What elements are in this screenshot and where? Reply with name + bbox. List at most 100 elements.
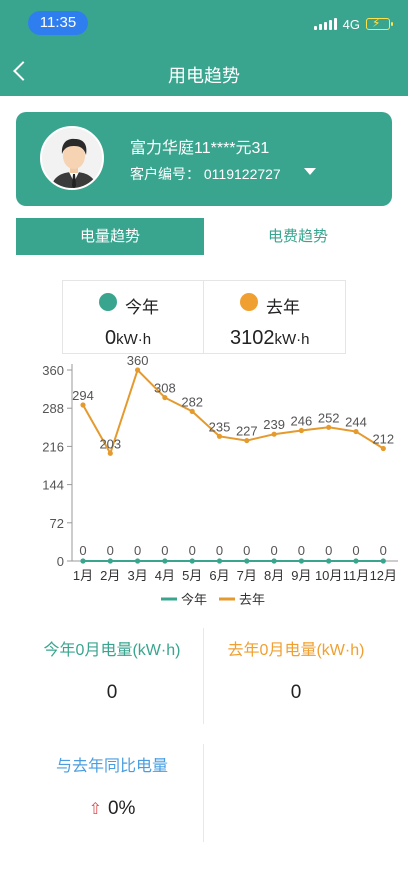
data-point [135, 558, 141, 564]
summary-legend: 今年 0kW·h 去年 3102kW·h [62, 280, 346, 354]
data-point [107, 450, 113, 456]
last-year-total: 3102kW·h [230, 327, 310, 349]
data-label: 360 [127, 356, 149, 368]
data-point [271, 431, 277, 437]
battery-icon: ⚡ [366, 16, 393, 30]
data-point [189, 408, 195, 414]
data-point [80, 558, 86, 564]
x-tick-label: 11月 [343, 568, 370, 583]
data-label: 246 [291, 413, 313, 428]
data-label: 282 [181, 394, 203, 409]
legend-last-year-label: 去年 [239, 592, 265, 607]
data-point [380, 445, 386, 452]
data-label: 0 [161, 543, 168, 558]
legend-last-year: 去年 3102kW·h [204, 281, 345, 353]
customer-card[interactable]: 富力华庭11****元31 客户编号： 0119122727 [16, 112, 392, 206]
customer-name: 富力华庭11****元31 [130, 140, 270, 157]
avatar [40, 126, 104, 190]
data-label: 252 [318, 410, 340, 425]
x-tick-label: 12月 [370, 568, 397, 583]
data-label: 0 [352, 543, 359, 558]
stat-divider [203, 628, 204, 724]
customer-number: 客户编号： 0119122727 [130, 164, 281, 184]
data-point [216, 433, 223, 439]
data-label: 203 [99, 436, 121, 451]
legend-this-year-label: 今年 [181, 592, 207, 607]
customer-number-label: 客户编号： [130, 166, 200, 182]
this-month-value: 0 [106, 682, 118, 703]
this-month-label: 今年0月电量(kW·h) [43, 642, 181, 659]
data-point [216, 558, 223, 564]
yoy-value-row: ⇧ 0% [30, 798, 194, 820]
this-year-total: 0kW·h [105, 327, 152, 349]
status-icons: 4G ⚡ [313, 14, 393, 34]
x-tick-label: 9月 [291, 568, 311, 583]
x-tick-label: 7月 [237, 568, 257, 583]
y-tick-label: 72 [50, 516, 64, 531]
x-tick-label: 8月 [264, 568, 284, 583]
last-year-label: 去年 [266, 298, 300, 317]
data-point [353, 428, 359, 435]
this-year-label: 今年 [125, 298, 159, 317]
y-tick-label: 0 [57, 554, 64, 569]
y-tick-label: 360 [42, 363, 64, 378]
this-year-month-stat: 今年0月电量(kW·h) 0 [30, 636, 194, 704]
data-point [244, 558, 250, 564]
x-tick-label: 3月 [127, 568, 147, 583]
data-label: 0 [243, 543, 250, 558]
data-point [326, 424, 332, 430]
yoy-label: 与去年同比电量 [55, 758, 168, 775]
last-month-label: 去年0月电量(kW·h) [227, 642, 365, 659]
series-line-last-year [82, 368, 384, 456]
data-label: 244 [345, 415, 367, 430]
data-label: 0 [298, 543, 305, 558]
data-label: 212 [372, 432, 394, 447]
header-bar: 11:35 4G ⚡ 用电趋势 [0, 0, 408, 96]
usage-line-chart: 0 72 144 216 288 360 1月 2月 3月 4月 5月 6月 7月 8月 9月 10月 11月 1… [42, 356, 398, 607]
data-point [326, 558, 332, 564]
data-label: 0 [380, 543, 387, 558]
data-point [80, 402, 86, 408]
yoy-value: 0% [107, 798, 136, 819]
network-type: 4G [342, 16, 360, 32]
data-label: 0 [325, 543, 332, 558]
data-label: 239 [263, 417, 285, 432]
y-tick-label: 144 [42, 478, 64, 493]
data-point [162, 394, 168, 401]
nav-bar: 用电趋势 [0, 48, 408, 96]
data-point [353, 558, 359, 564]
data-label: 0 [107, 543, 114, 558]
user-avatar-icon [42, 128, 102, 188]
page-title: 用电趋势 [168, 66, 240, 86]
x-tick-label: 10月 [315, 568, 342, 583]
data-point [244, 437, 250, 444]
tab-energy-trend[interactable]: 电量趋势 [16, 218, 204, 255]
y-tick-label: 288 [42, 401, 64, 416]
data-point [298, 427, 304, 434]
last-month-value: 0 [290, 682, 302, 703]
status-time: 11:35 [28, 11, 88, 35]
this-year-dot-icon [99, 293, 117, 311]
data-point [162, 558, 168, 564]
data-point [189, 558, 195, 564]
data-label: 294 [72, 388, 94, 403]
arrow-up-icon: ⇧ [88, 801, 102, 818]
x-tick-label: 2月 [100, 568, 120, 583]
data-label: 0 [79, 543, 86, 558]
data-point [298, 558, 304, 564]
x-tick-label: 6月 [209, 568, 229, 583]
legend-this-year: 今年 0kW·h [63, 281, 204, 353]
x-tick-label: 4月 [155, 568, 175, 583]
last-year-month-stat: 去年0月电量(kW·h) 0 [214, 636, 378, 704]
dropdown-caret-icon[interactable] [304, 168, 316, 175]
x-tick-label: 1月 [73, 568, 93, 583]
data-point [271, 558, 277, 564]
data-label: 0 [134, 543, 141, 558]
data-label: 0 [216, 543, 223, 558]
data-point [107, 558, 113, 564]
data-label: 0 [270, 543, 277, 558]
data-label: 0 [189, 543, 196, 558]
customer-number-value: 0119122727 [203, 166, 281, 182]
x-tick-label: 5月 [182, 568, 202, 583]
tab-fee-trend[interactable]: 电费趋势 [204, 218, 392, 255]
